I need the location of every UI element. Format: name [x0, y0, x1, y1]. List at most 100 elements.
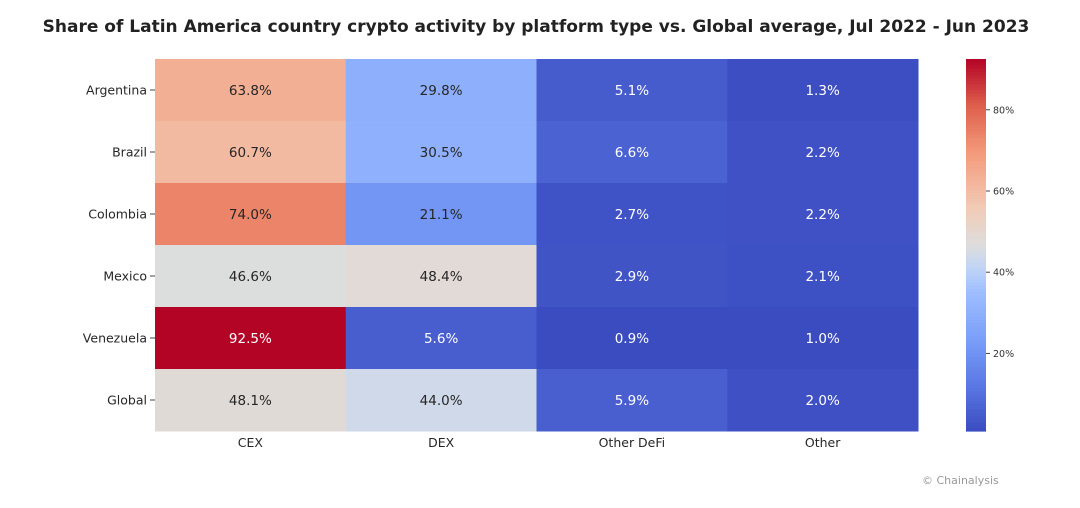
colorbar-segment [966, 65, 986, 69]
colorbar-segment [966, 319, 986, 324]
colorbar-segment [966, 105, 986, 110]
colorbar-tick-label: 80% [993, 105, 1014, 116]
colorbar-segment [966, 117, 986, 122]
colorbar-segment [966, 276, 986, 280]
colorbar-segment [966, 229, 986, 234]
colorbar-segment [966, 232, 986, 237]
heatmap-cell [727, 245, 919, 308]
colorbar-segment [966, 111, 986, 116]
colorbar-segment [966, 114, 986, 119]
colorbar-segment [966, 139, 986, 144]
colorbar-segment [966, 257, 986, 262]
colorbar-segment [966, 307, 986, 311]
colorbar-segment [966, 161, 986, 165]
colorbar-segment [966, 77, 986, 82]
colorbar-segment [966, 403, 986, 407]
colorbar-segment [966, 378, 986, 382]
colorbar-segment [966, 173, 986, 178]
colorbar-segment [966, 341, 986, 345]
cell-label: 60.7% [229, 145, 272, 161]
colorbar-segment [966, 365, 986, 370]
cell-label: 44.0% [420, 393, 463, 409]
colorbar-segment [966, 251, 986, 255]
colorbar-segment [966, 269, 986, 274]
column-label: DEX [428, 435, 455, 450]
colorbar-segment [966, 291, 986, 296]
colorbar-segment [966, 217, 986, 221]
heatmap-cell [345, 369, 537, 432]
colorbar-segment [966, 387, 986, 392]
cell-label: 63.8% [229, 83, 272, 99]
colorbar-segment [966, 406, 986, 410]
column-label: Other DeFi [599, 435, 666, 450]
column-label: Other [805, 435, 841, 450]
heatmap-cell [536, 121, 728, 184]
colorbar-segment [966, 263, 986, 268]
cell-label: 1.0% [805, 331, 839, 347]
column-label: CEX [238, 435, 264, 450]
colorbar-segment [966, 96, 986, 100]
cell-label: 29.8% [420, 83, 463, 99]
colorbar-segment [966, 183, 986, 187]
colorbar-segment [966, 241, 986, 246]
colorbar-segment [966, 201, 986, 206]
colorbar-segment [966, 99, 986, 103]
colorbar-segment [966, 396, 986, 401]
colorbar-segment [966, 145, 986, 150]
colorbar-segment [966, 127, 986, 131]
colorbar-segment [966, 108, 986, 113]
heatmap-cell [345, 307, 537, 370]
cell-label: 2.9% [615, 269, 649, 285]
colorbar-segment [966, 235, 986, 240]
colorbar-segment [966, 313, 986, 317]
heatmap-cell [155, 59, 347, 122]
colorbar-segment [966, 195, 986, 200]
heatmap-cell [155, 121, 347, 184]
heatmap-cell [727, 121, 919, 184]
colorbar-segment [966, 164, 986, 169]
colorbar-segment [966, 418, 986, 423]
heatmap-cell [155, 183, 347, 246]
colorbar-segment [966, 152, 986, 156]
cell-label: 5.1% [615, 83, 649, 99]
colorbar-segment [966, 384, 986, 389]
heatmap-cell [727, 59, 919, 122]
colorbar-segment [966, 381, 986, 386]
cell-label: 30.5% [420, 145, 463, 161]
cell-label: 2.7% [615, 207, 649, 223]
colorbar-segment [966, 347, 986, 351]
cell-label: 74.0% [229, 207, 272, 223]
colorbar-segment [966, 80, 986, 85]
chart-title: Share of Latin America country crypto ac… [42, 17, 1030, 37]
cell-label: 48.4% [420, 269, 463, 285]
row-label: Global [107, 393, 147, 408]
cell-label: 2.0% [805, 393, 839, 409]
colorbar-segment [966, 297, 986, 302]
colorbar-segment [966, 136, 986, 141]
colorbar-segment [966, 288, 986, 293]
colorbar-segment [966, 59, 986, 63]
colorbar-segment [966, 338, 986, 342]
row-label: Venezuela [83, 331, 147, 346]
colorbar-segment [966, 254, 986, 258]
colorbar-segment [966, 158, 986, 162]
colorbar-segment [966, 421, 986, 426]
row-label: Colombia [88, 207, 147, 222]
colorbar-segment [966, 90, 986, 94]
colorbar-segment [966, 155, 986, 159]
colorbar-segment [966, 303, 986, 308]
cell-label: 5.9% [615, 393, 649, 409]
colorbar-segment [966, 390, 986, 395]
credit: © Chainalysis [922, 474, 999, 487]
colorbar-segment [966, 62, 986, 66]
colorbar-segment [966, 74, 986, 79]
colorbar-segment [966, 148, 986, 153]
colorbar-segment [966, 427, 986, 432]
colorbar-segment [966, 322, 986, 327]
colorbar-segment [966, 294, 986, 299]
row-label: Brazil [112, 145, 147, 160]
cell-label: 46.6% [229, 269, 272, 285]
colorbar-segment [966, 214, 986, 218]
colorbar-segment [966, 372, 986, 376]
colorbar-segment [966, 353, 986, 358]
